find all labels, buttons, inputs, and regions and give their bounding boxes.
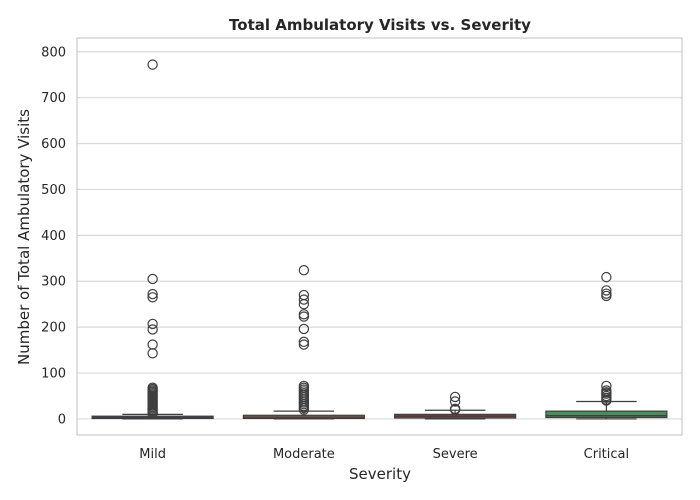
outlier-point <box>147 348 158 359</box>
outlier-point <box>147 318 158 330</box>
tick-layer: 0 100 200 300 400 500 600 700 800 Mild Moderate Sev… <box>41 45 629 462</box>
outlier-point <box>298 339 310 350</box>
outlier-point <box>298 311 310 322</box>
x-axis-title: Severity <box>349 465 411 483</box>
y-tick-label: 200 <box>41 321 66 336</box>
y-axis-title: Number of Total Ambulatory Visits <box>15 109 33 365</box>
outlier-point <box>601 290 612 302</box>
chart-title: Total Ambulatory Visits vs. Severity <box>229 16 531 34</box>
outlier-point <box>449 396 461 407</box>
y-tick-label: 0 <box>58 412 66 427</box>
outlier-point <box>298 323 310 335</box>
y-tick-label: 800 <box>41 45 66 60</box>
outlier-point <box>298 309 310 320</box>
y-tick-label: 600 <box>41 137 66 152</box>
outlier-point <box>601 395 612 406</box>
outlier-point <box>601 271 612 283</box>
box-body <box>545 410 668 419</box>
outlier-point <box>298 294 310 305</box>
box-moderate <box>242 265 365 420</box>
x-tick-label: Mild <box>139 447 166 462</box>
box-critical <box>545 271 668 420</box>
outlier-point <box>147 324 158 335</box>
box-mild <box>91 59 214 420</box>
outlier-point <box>601 380 612 392</box>
outlier-point <box>298 404 310 415</box>
x-tick-label: Severe <box>433 447 478 462</box>
outlier-point <box>147 292 158 303</box>
y-tick-label: 700 <box>41 91 66 106</box>
outlier-point <box>298 336 310 348</box>
x-tick-label: Moderate <box>273 447 335 462</box>
outlier-point <box>147 288 158 300</box>
x-tick-label: Critical <box>584 447 629 462</box>
outlier-point <box>298 298 310 310</box>
outlier-point <box>147 339 158 350</box>
outlier-point <box>601 285 612 296</box>
grid-layer <box>77 51 682 420</box>
outlier-point <box>449 404 461 415</box>
outlier-point <box>449 391 461 403</box>
outlier-point <box>298 265 310 276</box>
y-tick-label: 400 <box>41 229 66 244</box>
box-severe <box>394 391 517 420</box>
plot-frame <box>76 37 683 436</box>
outlier-point <box>147 408 158 419</box>
y-tick-label: 500 <box>41 183 66 198</box>
outlier-point <box>147 273 158 285</box>
y-tick-label: 100 <box>41 367 66 382</box>
box-layer <box>91 59 668 420</box>
y-tick-label: 300 <box>41 275 66 290</box>
outlier-point <box>147 59 158 70</box>
